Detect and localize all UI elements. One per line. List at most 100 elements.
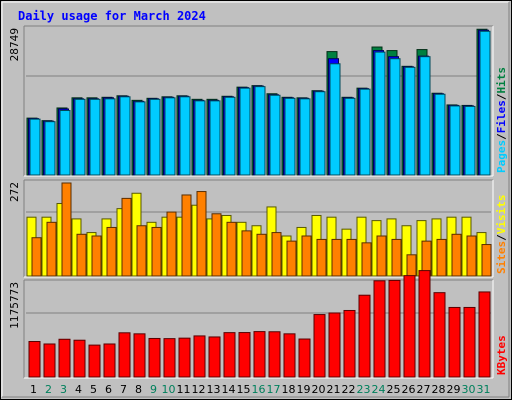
bar-kbytes-day-1 [28, 341, 41, 378]
x-tick-label-day-19: 19 [297, 383, 311, 396]
y-max-label: 1175773 [9, 282, 21, 329]
x-tick-label-day-23: 23 [357, 383, 371, 396]
bar-sites-day-28 [436, 238, 447, 277]
bar-sites-day-18 [286, 240, 297, 277]
bar-sites-day-10 [166, 211, 177, 277]
x-tick-label-day-10: 10 [162, 383, 176, 396]
bar-kbytes-day-23 [358, 294, 371, 378]
bar-kbytes-day-28 [433, 292, 446, 378]
bar-sites-day-20 [316, 238, 327, 277]
bar-pages-day-23 [359, 88, 371, 176]
x-tick-label-day-27: 27 [417, 383, 431, 396]
bar-kbytes-day-15 [238, 332, 251, 378]
bar-sites-day-15 [241, 230, 252, 277]
x-tick-label-day-1: 1 [30, 383, 37, 396]
bar-sites-day-31 [481, 244, 492, 277]
bar-kbytes-day-19 [298, 338, 311, 378]
x-tick-label-day-21: 21 [327, 383, 341, 396]
bar-pages-day-15 [239, 87, 251, 176]
bar-pages-day-11 [179, 96, 191, 176]
bar-pages-day-20 [314, 91, 326, 176]
bar-pages-day-6 [104, 98, 116, 176]
bar-sites-day-16 [256, 233, 267, 277]
bar-sites-day-5 [91, 235, 102, 277]
bar-sites-day-26 [406, 254, 417, 277]
bar-kbytes-day-20 [313, 314, 326, 378]
bar-kbytes-day-7 [118, 332, 131, 378]
bar-kbytes-day-8 [133, 333, 146, 378]
legend-entry: / [495, 133, 508, 140]
legend-entry: KBytes [495, 335, 508, 375]
bar-sites-day-29 [451, 233, 462, 277]
x-tick-label-day-9: 9 [150, 383, 157, 396]
bar-pages-day-24 [374, 51, 386, 176]
x-tick-label-day-28: 28 [432, 383, 446, 396]
bar-pages-day-1 [29, 118, 41, 176]
x-tick-label-day-31: 31 [477, 383, 491, 396]
bar-sites-day-8 [136, 225, 147, 277]
bar-kbytes-day-10 [163, 338, 176, 378]
bar-pages-day-13 [209, 100, 221, 176]
bar-kbytes-day-14 [223, 332, 236, 378]
bar-pages-day-3 [59, 110, 71, 176]
bar-sites-day-12 [196, 191, 207, 277]
bar-pages-day-25 [389, 58, 401, 176]
x-tick-label-day-14: 14 [222, 383, 236, 396]
x-tick-label-day-15: 15 [237, 383, 251, 396]
x-tick-label-day-16: 16 [252, 383, 266, 396]
panel-visits-sites: 272 Sites/Visits [9, 179, 508, 278]
bar-kbytes-day-11 [178, 337, 191, 378]
bar-sites-day-6 [106, 226, 117, 277]
bar-kbytes-day-30 [463, 306, 476, 378]
bar-sites-day-24 [376, 235, 387, 277]
legend-entry: / [495, 234, 508, 241]
x-tick-label-day-30: 30 [462, 383, 476, 396]
x-tick-label-day-18: 18 [282, 383, 296, 396]
bar-pages-day-16 [254, 86, 266, 176]
legend-entry: Sites [495, 241, 508, 274]
x-tick-label-day-11: 11 [177, 383, 191, 396]
y-max-label: 272 [9, 182, 21, 202]
bar-pages-day-22 [344, 97, 356, 176]
bar-kbytes-day-3 [58, 338, 71, 378]
bar-pages-day-31 [479, 30, 491, 176]
bar-kbytes-day-12 [193, 335, 206, 378]
legend-entry: / [495, 93, 508, 100]
x-axis-day-labels: 1 2 3 4 5 6 7 8 9 10 11 12 13 14 15 16 17 18 19 20 21 22 23 24 2… [30, 383, 491, 396]
bar-pages-day-19 [299, 98, 311, 176]
bar-sites-day-13 [211, 213, 222, 277]
panel-legend: Sites/Visits [495, 195, 508, 275]
x-tick-label-day-7: 7 [120, 383, 127, 396]
bar-sites-day-22 [346, 238, 357, 277]
bar-kbytes-day-26 [403, 275, 416, 378]
bar-sites-day-25 [391, 238, 402, 277]
y-max-label: 28749 [9, 28, 21, 61]
bar-kbytes-day-16 [253, 331, 266, 378]
bar-kbytes-day-4 [73, 339, 86, 378]
x-tick-label-day-29: 29 [447, 383, 461, 396]
bar-sites-day-4 [76, 233, 87, 277]
bar-pages-day-27 [419, 56, 431, 176]
bar-sites-day-2 [46, 221, 57, 277]
bar-pages-day-10 [164, 97, 176, 176]
bar-sites-day-23 [361, 242, 372, 277]
bar-pages-day-29 [449, 105, 461, 176]
bar-pages-day-7 [119, 96, 131, 176]
bar-sites-day-17 [271, 232, 282, 277]
bar-kbytes-day-6 [103, 343, 116, 378]
x-tick-label-day-26: 26 [402, 383, 416, 396]
bar-kbytes-day-9 [148, 337, 161, 378]
bar-pages-day-2 [44, 121, 56, 176]
bar-sites-day-3 [61, 182, 72, 277]
bar-kbytes-day-29 [448, 306, 461, 378]
x-tick-label-day-22: 22 [342, 383, 356, 396]
bar-sites-day-11 [181, 194, 192, 277]
bar-kbytes-day-13 [208, 336, 221, 378]
x-tick-label-day-4: 4 [75, 383, 82, 396]
bar-pages-day-12 [194, 100, 206, 176]
x-tick-label-day-6: 6 [105, 383, 112, 396]
x-tick-label-day-17: 17 [267, 383, 281, 396]
